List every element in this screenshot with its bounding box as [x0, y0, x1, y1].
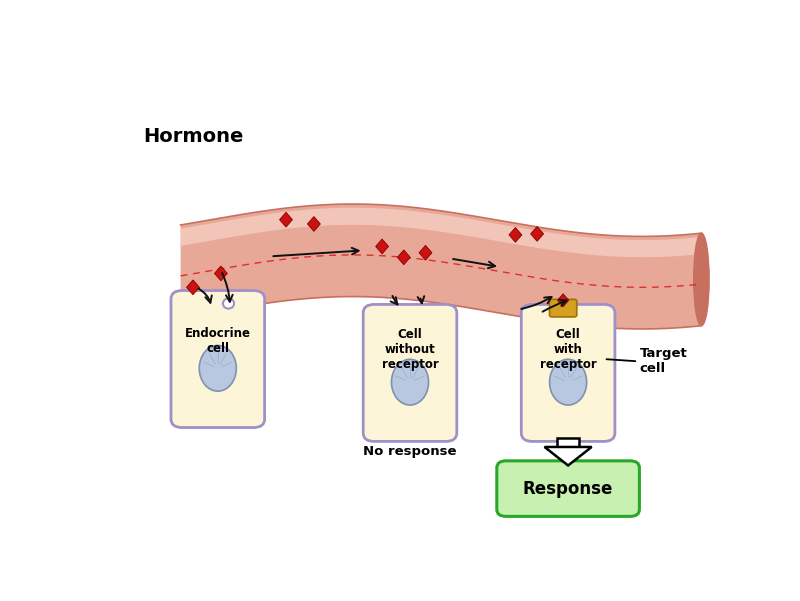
FancyBboxPatch shape	[171, 290, 265, 427]
FancyBboxPatch shape	[363, 305, 457, 441]
Polygon shape	[279, 212, 293, 227]
Ellipse shape	[223, 299, 234, 308]
Polygon shape	[181, 208, 702, 257]
Polygon shape	[186, 280, 199, 294]
Polygon shape	[545, 447, 592, 465]
Polygon shape	[419, 245, 432, 260]
Ellipse shape	[694, 233, 709, 326]
Text: Target
cell: Target cell	[639, 347, 687, 376]
FancyBboxPatch shape	[550, 299, 577, 317]
Polygon shape	[376, 239, 389, 254]
Ellipse shape	[550, 359, 586, 405]
Text: Response: Response	[523, 480, 614, 498]
Polygon shape	[558, 294, 569, 307]
Polygon shape	[557, 438, 579, 447]
Polygon shape	[307, 216, 320, 231]
Polygon shape	[214, 266, 227, 281]
Polygon shape	[181, 204, 702, 329]
Text: Endocrine
cell: Endocrine cell	[185, 326, 251, 355]
Text: Cell
with
receptor: Cell with receptor	[540, 328, 597, 371]
Polygon shape	[398, 250, 410, 264]
FancyBboxPatch shape	[497, 461, 639, 516]
Text: Hormone: Hormone	[143, 127, 244, 147]
Polygon shape	[530, 227, 543, 241]
Polygon shape	[509, 228, 522, 242]
Ellipse shape	[199, 346, 236, 391]
Text: No response: No response	[363, 445, 457, 457]
FancyBboxPatch shape	[522, 305, 615, 441]
Ellipse shape	[391, 359, 429, 405]
Text: Cell
without
receptor: Cell without receptor	[382, 328, 438, 371]
